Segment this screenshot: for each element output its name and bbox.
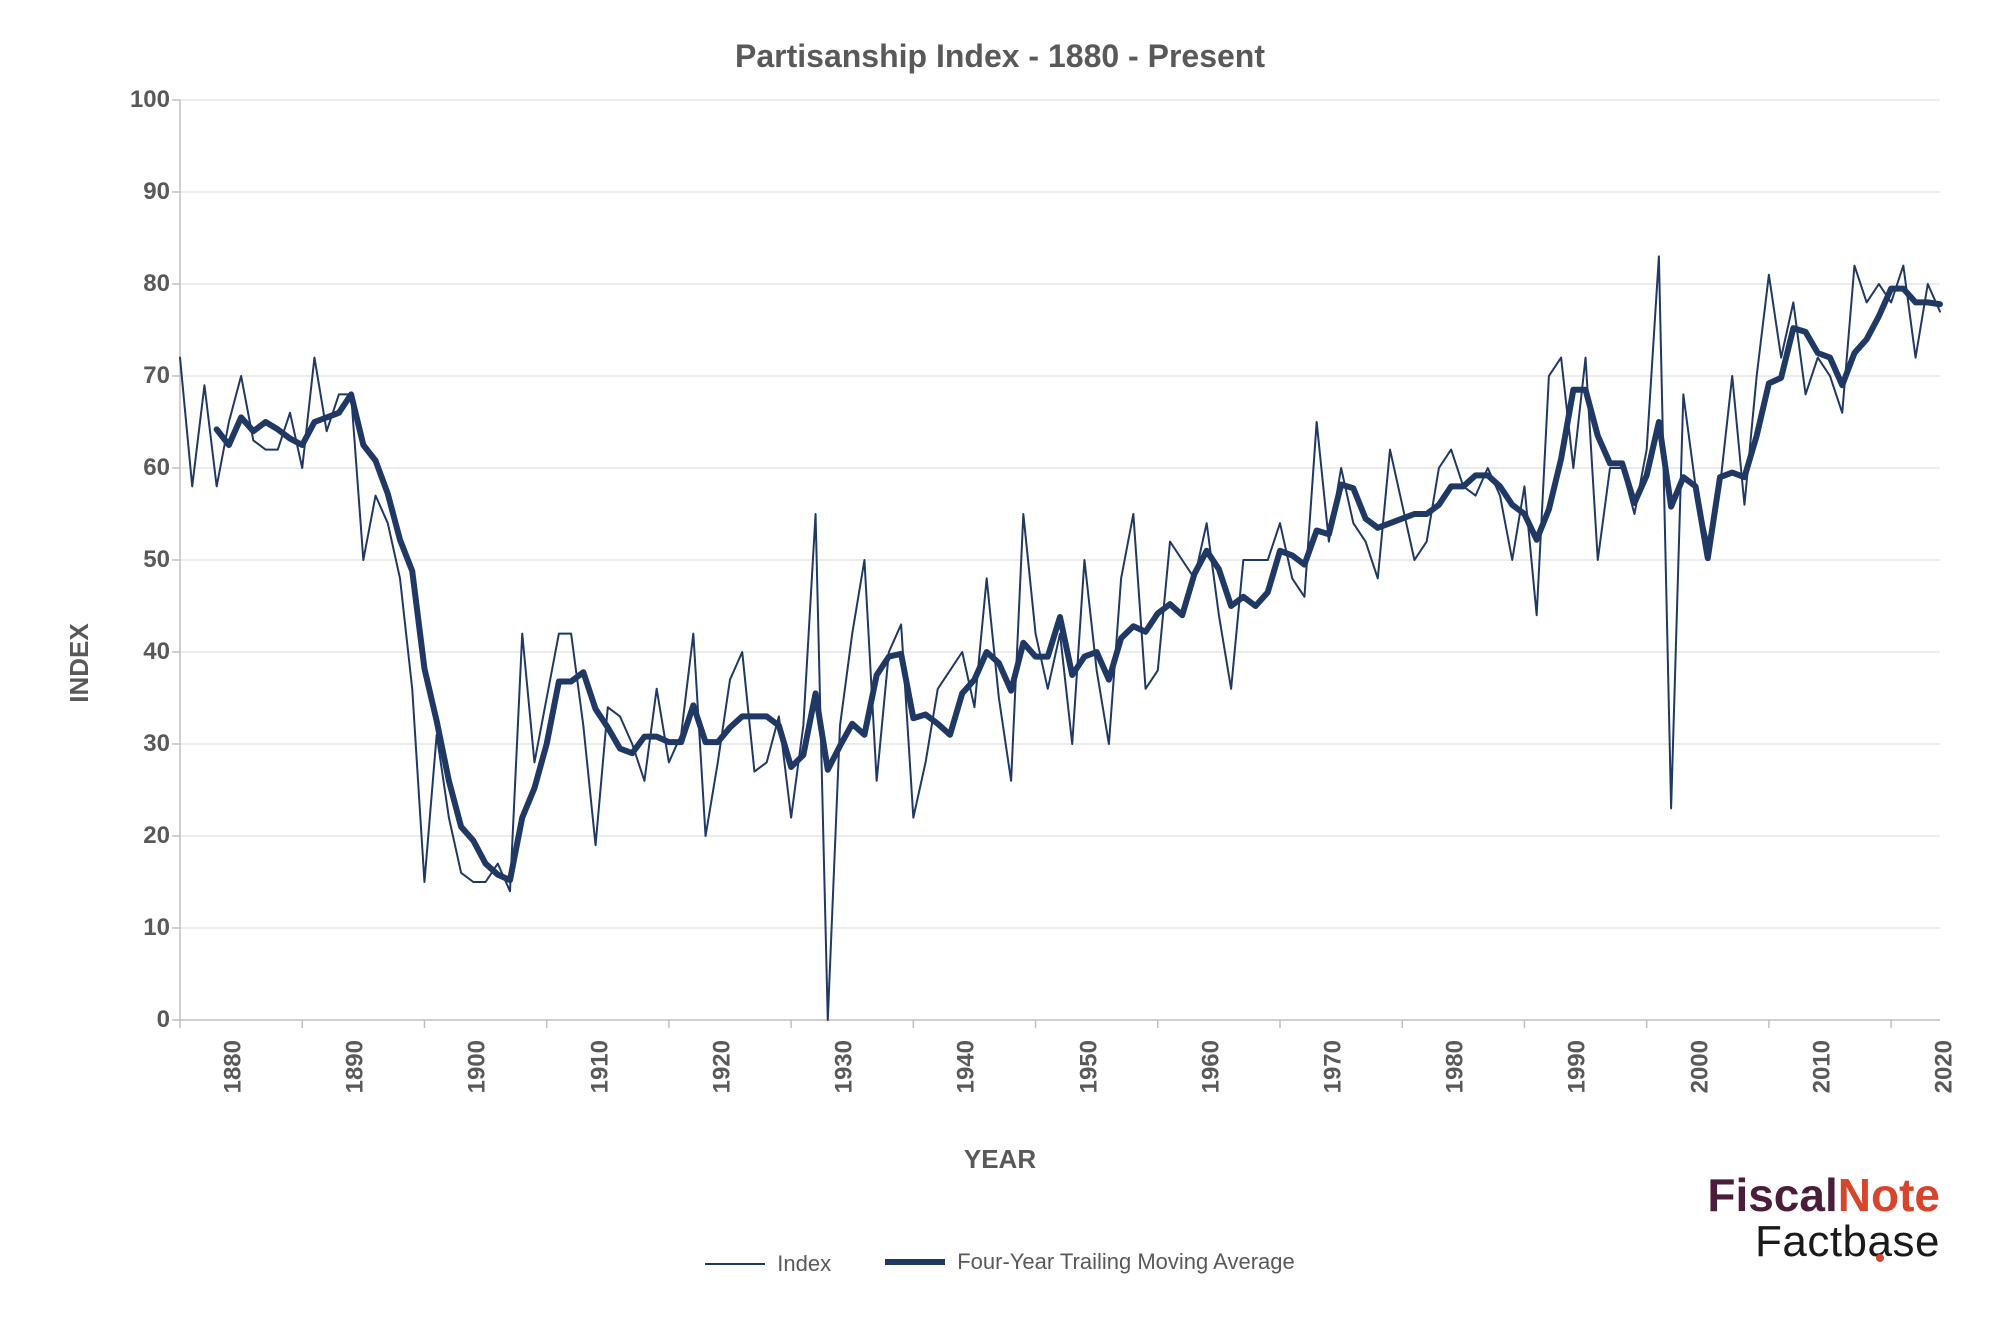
brand-fiscal: Fiscal: [1707, 1169, 1837, 1221]
legend-item-index: Index: [705, 1251, 831, 1277]
chart-container: Partisanship Index - 1880 - Present INDE…: [0, 0, 2000, 1325]
brand-a: a: [1868, 1217, 1893, 1266]
x-axis-label: YEAR: [0, 1144, 2000, 1175]
legend: Index Four-Year Trailing Moving Average: [0, 1245, 2000, 1277]
brand-note: Note: [1838, 1169, 1940, 1221]
legend-label-avg: Four-Year Trailing Moving Average: [957, 1249, 1295, 1275]
line-chart: [0, 0, 2000, 1325]
legend-swatch-index: [705, 1263, 765, 1265]
legend-label-index: Index: [777, 1251, 831, 1277]
brand-line1: FiscalNote: [1707, 1171, 1940, 1219]
brand-logo: FiscalNote Factbase: [1707, 1171, 1940, 1265]
legend-swatch-avg: [885, 1259, 945, 1265]
brand-factb: Factb: [1755, 1217, 1868, 1266]
legend-item-avg: Four-Year Trailing Moving Average: [885, 1249, 1295, 1275]
brand-se: se: [1893, 1217, 1940, 1266]
brand-line2: Factbase: [1707, 1219, 1940, 1265]
